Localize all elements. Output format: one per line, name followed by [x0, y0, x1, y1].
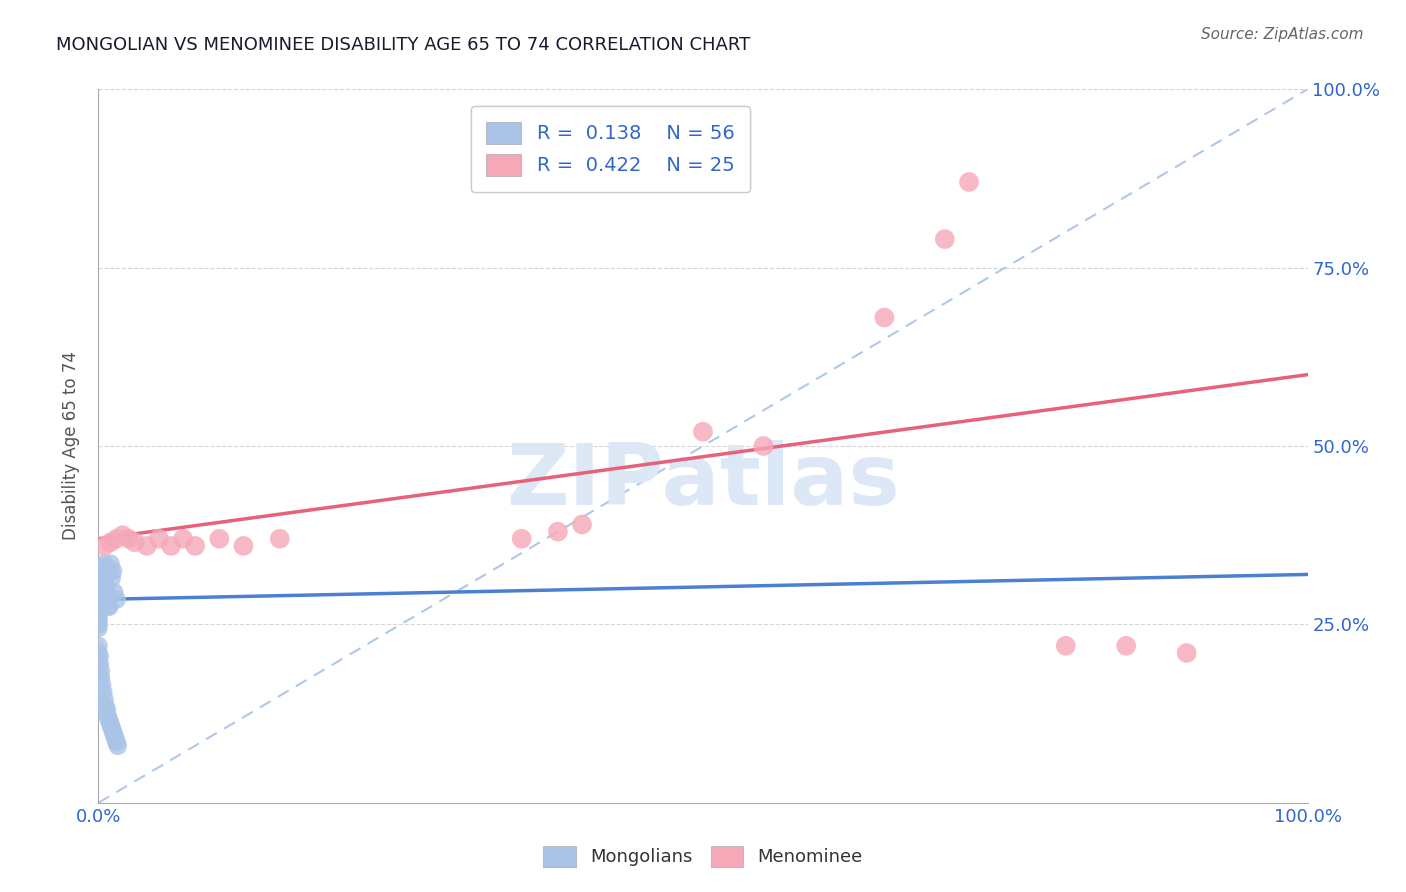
Point: [100, 717, 122, 731]
Point: [91, 582, 114, 596]
Point: [93, 692, 115, 706]
Point: [91, 678, 114, 692]
Point: [752, 439, 775, 453]
Point: [94, 585, 117, 599]
Point: [87, 607, 110, 621]
Point: [100, 571, 122, 585]
Text: MONGOLIAN VS MENOMINEE DISABILITY AGE 65 TO 74 CORRELATION CHART: MONGOLIAN VS MENOMINEE DISABILITY AGE 65…: [56, 36, 751, 54]
Point: [148, 532, 170, 546]
Point: [111, 528, 134, 542]
Point: [1175, 646, 1198, 660]
Point: [87, 582, 110, 596]
Point: [571, 517, 593, 532]
Point: [172, 532, 194, 546]
Point: [89, 585, 111, 599]
Point: [94, 699, 117, 714]
Point: [1115, 639, 1137, 653]
Point: [105, 532, 128, 546]
Point: [97, 710, 120, 724]
Point: [101, 724, 124, 739]
Point: [87, 585, 110, 599]
Point: [91, 564, 114, 578]
Point: [124, 535, 146, 549]
Point: [91, 574, 114, 589]
Point: [98, 599, 121, 614]
Point: [89, 574, 111, 589]
Point: [269, 532, 291, 546]
Text: ZIPatlas: ZIPatlas: [506, 440, 900, 524]
Point: [87, 646, 110, 660]
Point: [232, 539, 254, 553]
Point: [96, 592, 118, 607]
Point: [89, 578, 111, 592]
Y-axis label: Disability Age 65 to 74: Disability Age 65 to 74: [62, 351, 80, 541]
Point: [101, 564, 124, 578]
Point: [93, 571, 115, 585]
Point: [91, 685, 114, 699]
Point: [103, 585, 125, 599]
Point: [93, 557, 115, 571]
Point: [184, 539, 207, 553]
Point: [87, 617, 110, 632]
Point: [105, 592, 128, 607]
Point: [873, 310, 896, 325]
Point: [957, 175, 980, 189]
Point: [934, 232, 956, 246]
Point: [100, 564, 122, 578]
Text: Source: ZipAtlas.com: Source: ZipAtlas.com: [1201, 27, 1364, 42]
Point: [90, 671, 112, 685]
Point: [100, 535, 122, 549]
Point: [94, 578, 117, 592]
Point: [100, 557, 122, 571]
Point: [90, 571, 112, 585]
Point: [93, 564, 115, 578]
Point: [692, 425, 714, 439]
Point: [96, 703, 118, 717]
Point: [510, 532, 533, 546]
Point: [93, 539, 115, 553]
Point: [87, 578, 110, 592]
Point: [97, 599, 120, 614]
Point: [90, 567, 112, 582]
Point: [1054, 639, 1077, 653]
Point: [547, 524, 569, 539]
Point: [87, 589, 110, 603]
Point: [89, 657, 111, 671]
Point: [100, 721, 122, 735]
Point: [87, 610, 110, 624]
Point: [87, 603, 110, 617]
Point: [98, 714, 121, 728]
Point: [87, 592, 110, 607]
Point: [91, 585, 114, 599]
Point: [208, 532, 231, 546]
Point: [135, 539, 157, 553]
Legend: R =  0.138    N = 56, R =  0.422    N = 25: R = 0.138 N = 56, R = 0.422 N = 25: [471, 106, 751, 192]
Point: [87, 614, 110, 628]
Point: [118, 532, 141, 546]
Point: [89, 649, 111, 664]
Point: [105, 735, 128, 749]
Point: [107, 739, 129, 753]
Point: [90, 664, 112, 678]
Point: [104, 731, 127, 746]
Point: [87, 599, 110, 614]
Point: [103, 728, 125, 742]
Point: [91, 560, 114, 574]
Legend: Mongolians, Menominee: Mongolians, Menominee: [536, 838, 870, 874]
Point: [160, 539, 183, 553]
Point: [87, 621, 110, 635]
Point: [87, 639, 110, 653]
